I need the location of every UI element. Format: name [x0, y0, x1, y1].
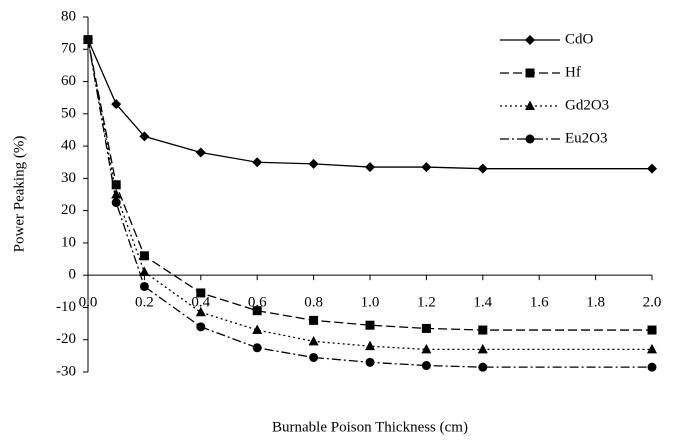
x-tick-label: 0.2 [135, 295, 154, 311]
x-tick-label: 1.8 [586, 295, 605, 311]
x-tick-label: 0.4 [191, 295, 210, 311]
data-point [647, 325, 657, 335]
data-point [83, 35, 93, 45]
data-point [139, 266, 150, 276]
data-point [308, 335, 319, 346]
data-point [252, 324, 263, 335]
x-tick-label: 1.0 [361, 295, 380, 311]
data-point [252, 306, 262, 316]
data-point [477, 343, 488, 354]
data-point [195, 306, 206, 317]
y-tick-label: 0 [69, 267, 77, 283]
x-tick-label: 2.0 [643, 295, 662, 311]
data-point [139, 281, 149, 291]
legend-marker [525, 100, 535, 110]
y-tick-label: 80 [61, 8, 76, 24]
series-line [87, 39, 652, 170]
data-point [111, 99, 122, 110]
x-tick-label: 1.2 [417, 295, 436, 311]
data-point [196, 322, 206, 332]
data-point [309, 352, 319, 362]
data-point [252, 157, 263, 168]
y-tick-label: -30 [56, 363, 76, 379]
legend-label: Hf [565, 64, 581, 80]
y-tick-label: 60 [61, 73, 76, 89]
legend-marker [525, 134, 535, 144]
data-point [196, 288, 206, 298]
data-point [421, 361, 431, 371]
y-tick-label: -10 [56, 299, 76, 315]
y-tick-label: -20 [56, 331, 76, 347]
data-point [111, 180, 121, 190]
data-point [478, 325, 488, 335]
data-point [365, 320, 375, 330]
legend-marker [525, 35, 535, 45]
x-tick-label: 1.6 [530, 295, 549, 311]
x-tick-label: 1.4 [473, 295, 492, 311]
y-tick-label: 40 [61, 138, 76, 154]
y-tick-label: 70 [61, 41, 76, 57]
data-point [139, 251, 149, 261]
legend-marker [525, 68, 535, 78]
data-point [477, 163, 488, 174]
series-line [87, 39, 652, 368]
x-axis-label: Burnable Poison Thickness (cm) [272, 419, 468, 435]
data-point [647, 343, 657, 354]
data-point [111, 198, 121, 208]
data-point [252, 343, 262, 353]
data-point [111, 189, 122, 199]
y-tick-label: 30 [61, 170, 76, 186]
data-point [421, 323, 431, 333]
data-point [421, 162, 432, 173]
legend-label: Eu2O3 [565, 130, 608, 146]
data-point [647, 362, 657, 372]
data-point [421, 343, 432, 354]
x-tick-label: 0.8 [304, 295, 323, 311]
data-point [365, 162, 375, 173]
data-point [308, 158, 319, 169]
data-point [195, 147, 206, 158]
series-line [87, 39, 652, 331]
x-tick-label: 0.6 [248, 295, 267, 311]
y-tick-label: 50 [61, 105, 76, 121]
data-point [647, 163, 657, 174]
y-tick-label: 20 [61, 202, 76, 218]
y-tick-label: 10 [61, 234, 76, 250]
y-axis-label: Power Peaking (%) [11, 136, 27, 253]
data-point [365, 340, 375, 351]
data-point [478, 362, 488, 372]
data-point [139, 131, 150, 142]
x-tick-label: 0.0 [79, 295, 98, 311]
legend-label: CdO [565, 31, 594, 47]
legend-label: Gd2O3 [565, 97, 609, 113]
data-point [365, 357, 375, 367]
data-point [309, 315, 319, 325]
